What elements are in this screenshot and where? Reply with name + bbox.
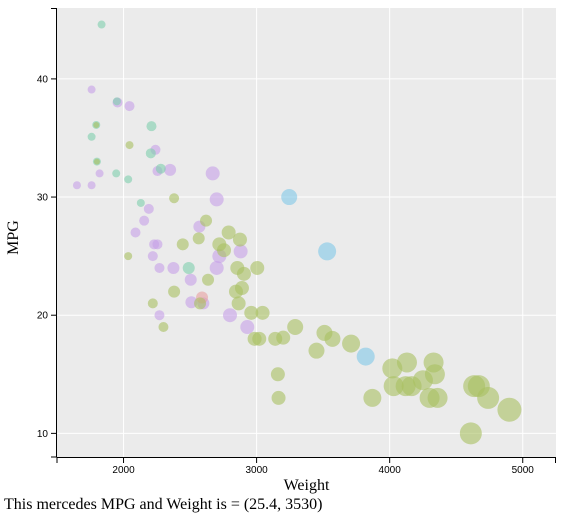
data-point[interactable]: [308, 342, 325, 359]
data-point[interactable]: [287, 319, 304, 336]
data-point[interactable]: [72, 181, 81, 190]
data-point[interactable]: [222, 308, 237, 323]
data-point[interactable]: [155, 163, 166, 174]
data-point[interactable]: [271, 390, 286, 405]
data-point[interactable]: [124, 101, 135, 112]
data-point[interactable]: [255, 305, 270, 320]
data-point[interactable]: [154, 310, 165, 321]
data-point[interactable]: [184, 273, 197, 286]
data-point[interactable]: [167, 261, 180, 274]
data-point[interactable]: [216, 243, 231, 258]
data-point[interactable]: [231, 296, 246, 311]
data-point[interactable]: [182, 261, 195, 274]
axes: 2000 3000 4000 5000 10 20 30 40: [37, 8, 556, 476]
data-point[interactable]: [125, 141, 134, 150]
data-point[interactable]: [342, 334, 361, 353]
data-point[interactable]: [176, 238, 189, 251]
data-point[interactable]: [281, 189, 298, 206]
data-point[interactable]: [169, 193, 180, 204]
x-axis-title: Weight: [284, 477, 330, 494]
data-point[interactable]: [205, 166, 220, 181]
grid-lines: [57, 8, 556, 457]
data-point[interactable]: [240, 320, 255, 335]
selection-caption: This mercedes MPG and Weight is = (25.4,…: [4, 496, 323, 513]
data-point[interactable]: [497, 397, 522, 422]
data-point[interactable]: [270, 367, 285, 382]
data-point[interactable]: [236, 266, 251, 281]
data-point[interactable]: [97, 20, 106, 29]
data-point[interactable]: [130, 227, 141, 238]
y-tick-label: 30: [37, 193, 49, 204]
data-point[interactable]: [459, 422, 482, 445]
data-point[interactable]: [194, 297, 207, 310]
data-point[interactable]: [124, 252, 133, 261]
data-point[interactable]: [124, 175, 133, 184]
data-point[interactable]: [356, 347, 375, 366]
data-point[interactable]: [112, 97, 121, 106]
data-point[interactable]: [221, 225, 236, 240]
data-point[interactable]: [209, 260, 224, 275]
data-point[interactable]: [95, 169, 104, 178]
data-point[interactable]: [427, 387, 448, 408]
data-point[interactable]: [234, 281, 249, 296]
data-point[interactable]: [250, 260, 265, 275]
data-point[interactable]: [276, 330, 291, 345]
x-tick-label: 5000: [512, 465, 535, 476]
data-point[interactable]: [244, 305, 259, 320]
x-tick-label: 3000: [245, 465, 268, 476]
data-point[interactable]: [158, 322, 169, 333]
data-point[interactable]: [139, 215, 150, 226]
y-axis-title: MPG: [5, 220, 22, 255]
data-point[interactable]: [152, 239, 163, 250]
data-point[interactable]: [147, 251, 158, 262]
data-point[interactable]: [146, 121, 157, 132]
data-point[interactable]: [232, 232, 247, 247]
data-point[interactable]: [200, 214, 213, 227]
data-point[interactable]: [87, 181, 96, 190]
data-point[interactable]: [233, 244, 248, 259]
data-point[interactable]: [363, 388, 382, 407]
data-point[interactable]: [87, 132, 96, 141]
data-point[interactable]: [477, 386, 500, 409]
data-point[interactable]: [324, 330, 341, 347]
data-point[interactable]: [318, 242, 337, 261]
x-tick-label: 2000: [112, 465, 135, 476]
y-tick-label: 40: [37, 74, 49, 85]
data-point[interactable]: [192, 232, 205, 245]
data-point[interactable]: [164, 163, 177, 176]
data-point[interactable]: [93, 158, 100, 165]
data-point[interactable]: [209, 192, 224, 207]
data-point[interactable]: [112, 169, 121, 178]
y-tick-label: 20: [37, 311, 49, 322]
data-point[interactable]: [168, 285, 181, 298]
data-point[interactable]: [202, 273, 215, 286]
data-point[interactable]: [424, 364, 445, 385]
data-point[interactable]: [93, 121, 100, 128]
data-point[interactable]: [252, 331, 267, 346]
data-point[interactable]: [396, 352, 417, 373]
data-point[interactable]: [145, 148, 156, 159]
y-tick-label: 10: [37, 429, 49, 440]
data-point[interactable]: [154, 262, 165, 273]
data-point[interactable]: [87, 85, 96, 94]
data-point[interactable]: [143, 203, 154, 214]
x-tick-label: 4000: [379, 465, 402, 476]
data-point[interactable]: [147, 298, 158, 309]
data-point[interactable]: [136, 198, 145, 207]
data-points[interactable]: [72, 20, 522, 445]
